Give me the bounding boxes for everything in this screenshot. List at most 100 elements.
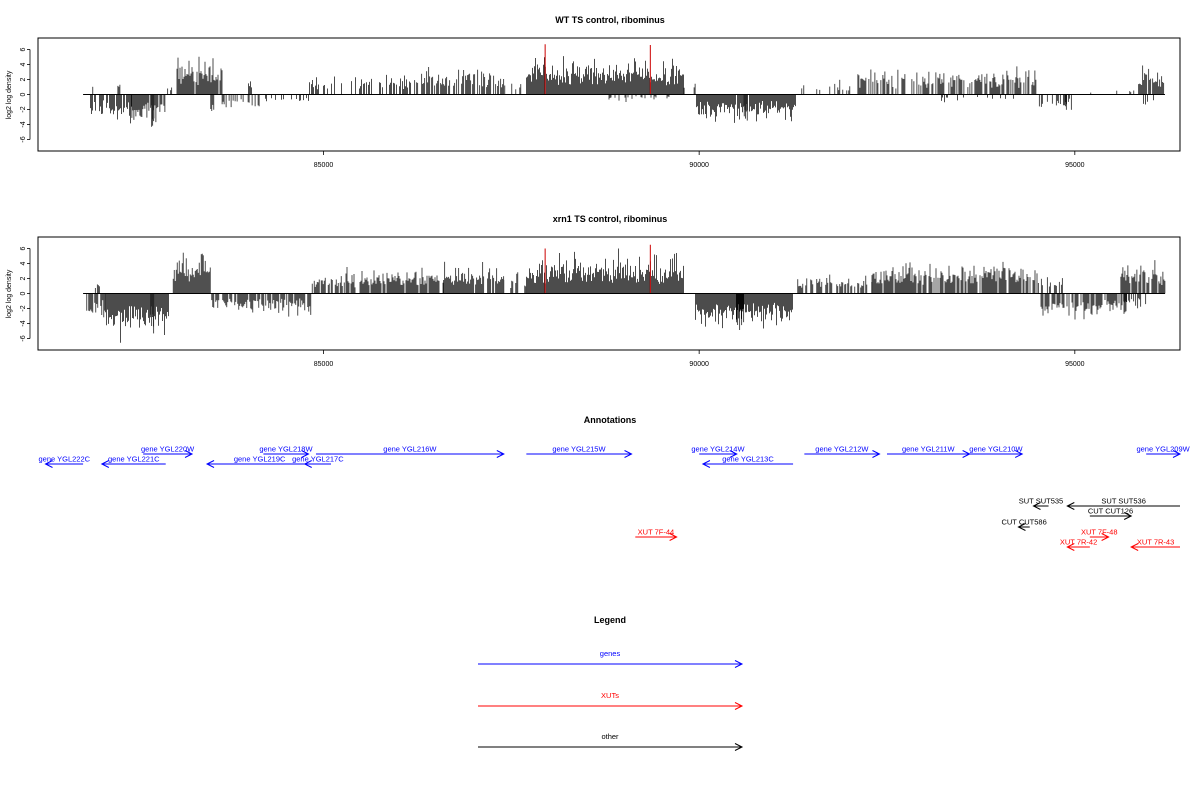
feature-arrow: XUT 7F-48 (1081, 528, 1118, 541)
y-tick-label: 4 (20, 62, 27, 66)
arrow-head (44, 460, 53, 468)
feature-arrow: CUT CUT586 (1001, 518, 1047, 531)
arrow-head (1130, 543, 1139, 551)
legend-item: other (478, 732, 744, 751)
feature-arrow: gene YGL214W (691, 445, 745, 458)
feature-arrow: gene YGL209W (1136, 445, 1191, 458)
feature-label: XUT 7R-43 (1137, 538, 1174, 547)
feature-label: gene YGL211W (902, 445, 956, 454)
arrow-head (301, 450, 310, 458)
feature-label: SUT SUT535 (1019, 497, 1063, 506)
arrow-head (1017, 523, 1026, 531)
arrow-head (1123, 512, 1133, 520)
plot-frame (37, 37, 1181, 152)
x-tick-label: 90000 (689, 361, 709, 368)
arrow-head (303, 460, 312, 468)
arrow-head (1066, 543, 1075, 551)
y-tick-label: -4 (20, 320, 27, 326)
feature-arrow: SUT SUT536 (1066, 497, 1180, 510)
feature-label: XUT 7F-44 (638, 528, 675, 537)
y-tick-label: 6 (20, 246, 27, 250)
feature-label: gene YGL220W (141, 445, 195, 454)
feature-arrow: gene YGL221C (100, 455, 166, 468)
y-axis-label: log2 log density (6, 269, 13, 318)
feature-label: CUT CUT586 (1001, 518, 1046, 527)
feature-arrow: SUT SUT535 (1019, 497, 1063, 510)
y-tick-label: 2 (20, 276, 27, 280)
y-tick-label: -4 (20, 121, 27, 127)
arrow-head (669, 533, 678, 541)
legend-label: other (601, 732, 619, 741)
feature-label: gene YGL221C (108, 455, 160, 464)
feature-label: gene YGL209W (1136, 445, 1190, 454)
feature-label: CUT CUT126 (1088, 507, 1133, 516)
feature-arrow: gene YGL213C (701, 455, 794, 468)
legend: Legend genes XUTs other (478, 615, 744, 751)
arrow-head (100, 460, 110, 468)
arrow-head (1032, 502, 1041, 510)
arrow-head (184, 450, 194, 458)
feature-arrow: gene YGL217C (292, 455, 344, 468)
arrow-head (734, 660, 744, 668)
feature-arrow: XUT 7R-42 (1060, 538, 1097, 551)
y-tick-label: 4 (20, 261, 27, 265)
arrow-head (205, 460, 215, 468)
feature-label: gene YGL212W (815, 445, 869, 454)
y-tick-label: 0 (20, 92, 27, 96)
axes: -6 -4 -2 0 2 4 6 85000 90000 95000 (20, 47, 1085, 169)
feature-arrow: gene YGL211W (886, 445, 971, 458)
y-axis-label: log2 log density (6, 70, 13, 119)
annotations-title: Annotations (584, 415, 637, 425)
feature-label: gene YGL210W (969, 445, 1023, 454)
feature-label: gene YGL222C (39, 455, 91, 464)
feature-label: gene YGL216W (383, 445, 437, 454)
arrow-head (1172, 450, 1182, 458)
bar-series (83, 44, 1165, 127)
feature-label: gene YGL215W (552, 445, 606, 454)
feature-arrow: gene YGL216W (315, 445, 505, 458)
x-tick-label: 95000 (1065, 361, 1085, 368)
x-tick-label: 85000 (314, 162, 334, 169)
y-tick-label: -6 (20, 335, 27, 341)
bar-series (83, 244, 1166, 343)
arrow-head (1101, 533, 1110, 541)
panel-title: WT TS control, ribominus (555, 15, 665, 25)
legend-item: genes (478, 649, 744, 668)
y-tick-label: -6 (20, 136, 27, 142)
feature-label: SUT SUT536 (1101, 497, 1145, 506)
legend-label: XUTs (601, 691, 619, 700)
legend-title: Legend (594, 615, 626, 625)
y-tick-label: 6 (20, 47, 27, 51)
feature-arrow: gene YGL212W (804, 445, 881, 458)
arrow-head (734, 702, 744, 710)
feature-arrow: gene YGL222C (39, 455, 91, 468)
arrow-head (1066, 502, 1075, 510)
arrow-head (496, 450, 505, 458)
x-tick-label: 95000 (1065, 162, 1085, 169)
x-tick-label: 85000 (314, 361, 334, 368)
y-tick-label: -2 (20, 305, 27, 311)
feature-label: gene YGL213C (722, 455, 774, 464)
feature-label: XUT 7R-42 (1060, 538, 1097, 547)
feature-label: gene YGL219C (234, 455, 286, 464)
axes: -6 -4 -2 0 2 4 6 85000 90000 95000 (20, 246, 1085, 368)
coverage-panel-wt: WT TS control, ribominus -6 -4 -2 0 2 4 6 85000… (6, 15, 1181, 169)
panel-title: xrn1 TS control, ribominus (553, 214, 668, 224)
feature-arrow: gene YGL220W (141, 445, 195, 458)
feature-arrow: gene YGL218W (259, 445, 313, 458)
feature-arrow: XUT 7F-44 (635, 528, 678, 541)
feature-arrow: CUT CUT126 (1088, 507, 1133, 520)
y-tick-label: 2 (20, 77, 27, 81)
arrow-head (872, 450, 881, 458)
arrow-head (729, 450, 738, 458)
x-tick-label: 90000 (689, 162, 709, 169)
feature-arrow: XUT 7R-43 (1130, 538, 1180, 551)
y-tick-label: 0 (20, 291, 27, 295)
feature-label: gene YGL218W (259, 445, 313, 454)
feature-arrow: gene YGL210W (969, 445, 1023, 458)
arrow-head (734, 743, 744, 751)
feature-label: gene YGL217C (292, 455, 344, 464)
arrow-head (624, 450, 633, 458)
